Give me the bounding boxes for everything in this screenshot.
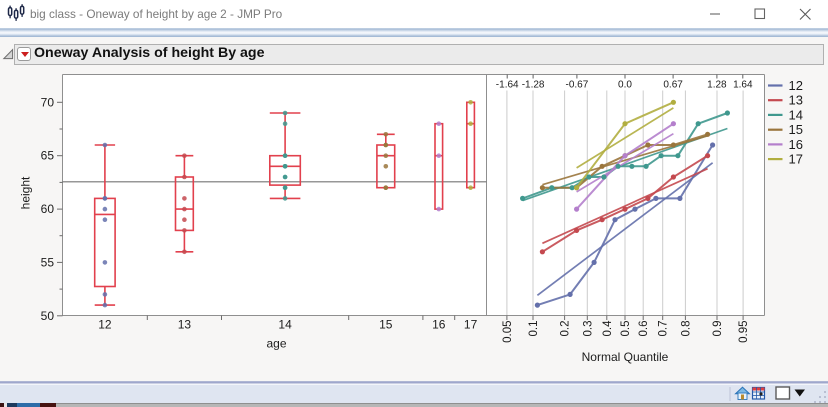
svg-text:-0.67: -0.67 bbox=[566, 79, 589, 90]
svg-text:0.8: 0.8 bbox=[680, 321, 692, 337]
svg-text:14: 14 bbox=[789, 107, 803, 122]
svg-text:15: 15 bbox=[379, 318, 393, 332]
svg-text:0.2: 0.2 bbox=[560, 321, 572, 337]
svg-text:0.7: 0.7 bbox=[658, 321, 670, 337]
svg-text:height: height bbox=[19, 176, 33, 209]
svg-text:Normal Quantile: Normal Quantile bbox=[582, 350, 669, 364]
svg-text:70: 70 bbox=[41, 95, 55, 109]
svg-text:50: 50 bbox=[41, 309, 55, 323]
svg-text:65: 65 bbox=[41, 149, 55, 163]
svg-text:-1.28: -1.28 bbox=[522, 79, 545, 90]
svg-text:16: 16 bbox=[789, 137, 803, 152]
svg-text:0.1: 0.1 bbox=[528, 321, 540, 337]
svg-text:0.67: 0.67 bbox=[663, 79, 683, 90]
svg-text:age: age bbox=[266, 337, 286, 351]
svg-text:15: 15 bbox=[789, 122, 803, 137]
svg-text:0.95: 0.95 bbox=[738, 321, 750, 343]
svg-text:0.6: 0.6 bbox=[638, 321, 650, 337]
svg-text:17: 17 bbox=[464, 318, 478, 332]
svg-text:-1.64: -1.64 bbox=[496, 79, 519, 90]
svg-text:60: 60 bbox=[41, 202, 55, 216]
svg-text:55: 55 bbox=[41, 255, 55, 269]
svg-text:12: 12 bbox=[789, 78, 803, 93]
svg-text:0.4: 0.4 bbox=[602, 320, 614, 337]
svg-text:0.9: 0.9 bbox=[712, 321, 724, 337]
svg-text:0.3: 0.3 bbox=[582, 321, 594, 337]
svg-text:17: 17 bbox=[789, 152, 803, 167]
svg-text:0.05: 0.05 bbox=[502, 321, 514, 343]
svg-text:13: 13 bbox=[178, 318, 192, 332]
svg-text:13: 13 bbox=[789, 93, 803, 108]
svg-text:1.64: 1.64 bbox=[733, 79, 753, 90]
svg-text:1.28: 1.28 bbox=[707, 79, 727, 90]
svg-text:0.0: 0.0 bbox=[618, 79, 632, 90]
svg-text:14: 14 bbox=[278, 318, 292, 332]
svg-text:0.5: 0.5 bbox=[620, 321, 632, 337]
svg-text:16: 16 bbox=[432, 318, 446, 332]
svg-text:12: 12 bbox=[98, 318, 112, 332]
